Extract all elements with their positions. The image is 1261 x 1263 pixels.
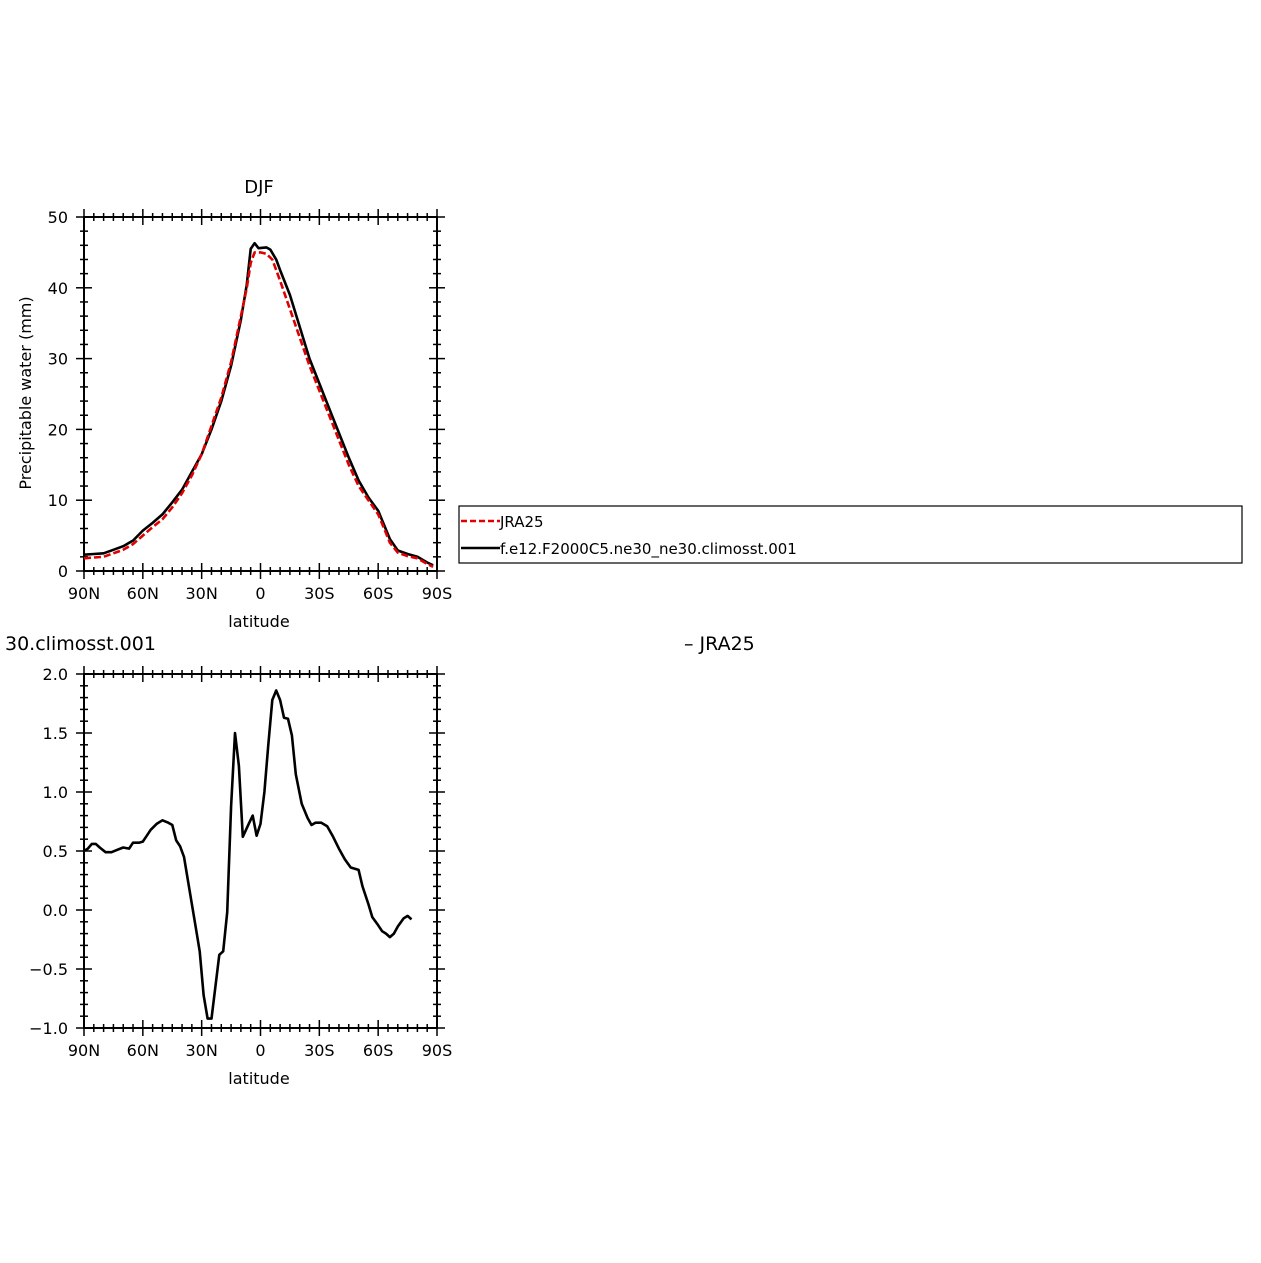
legend: JRA25 f.e12.F2000C5.ne30_ne30.climosst.0… xyxy=(458,505,1243,564)
y-tick-label: 30 xyxy=(48,350,68,369)
x-axis-label: latitude xyxy=(228,612,289,631)
y-tick-label: 10 xyxy=(48,491,68,510)
y-tick-label: 0 xyxy=(58,562,68,581)
x-axis-label: latitude xyxy=(228,1069,289,1088)
y-tick-label: 0.5 xyxy=(43,842,68,861)
x-tick-label: 60N xyxy=(127,1041,159,1060)
y-axis-label-clipped: Precipitable water (mm) xyxy=(0,754,16,947)
legend-label-model: f.e12.F2000C5.ne30_ne30.climosst.001 xyxy=(500,540,797,559)
panel-precipitable-water-djf: DJF 90N 60N 30N 0 30S 60S 90S 0 10 20 30 40 50 latit… xyxy=(16,177,452,631)
x-tick-label: 30N xyxy=(186,1041,218,1060)
x-tick-label: 30S xyxy=(304,584,335,603)
y-tick-label: −1.0 xyxy=(29,1019,68,1038)
chart-title-fragment-left: 30.climosst.001 xyxy=(5,633,156,655)
x-tick-label: 90N xyxy=(68,1041,100,1060)
x-tick-label: 60S xyxy=(363,1041,394,1060)
panel-difference: 30.climosst.001 – JRA25 90N 60N 30N 0 30S 60S… xyxy=(0,633,755,1088)
x-tick-label: 0 xyxy=(255,1041,265,1060)
y-tick-label: 1.0 xyxy=(43,783,68,802)
legend-box xyxy=(458,505,1243,564)
x-tick-label: 90N xyxy=(68,584,100,603)
y-tick-label: 0.0 xyxy=(43,901,68,920)
x-tick-label: 60N xyxy=(127,584,159,603)
y-tick-label: −0.5 xyxy=(29,960,68,979)
plot-frame xyxy=(83,673,438,1029)
y-axis-label: Precipitable water (mm) xyxy=(16,296,35,489)
y-tick-label: 50 xyxy=(48,208,68,227)
x-tick-label: 0 xyxy=(255,584,265,603)
chart-title-fragment-right: – JRA25 xyxy=(684,633,755,655)
y-tick-label: 1.5 xyxy=(43,724,68,743)
series-line-1 xyxy=(83,251,434,568)
x-tick-label: 90S xyxy=(422,584,453,603)
legend-label-jra25: JRA25 xyxy=(499,513,544,531)
series-line-0 xyxy=(83,241,434,567)
x-tick-label: 90S xyxy=(422,1041,453,1060)
y-tick-label: 20 xyxy=(48,420,68,439)
x-tick-label: 30N xyxy=(186,584,218,603)
x-tick-label: 60S xyxy=(363,584,394,603)
plot-frame xyxy=(83,216,438,572)
chart-title: DJF xyxy=(244,177,274,198)
plot-area-bottom: 90N 60N 30N 0 30S 60S 90S −1.0 −0.5 0.0 0.5 1.0 1.5 2… xyxy=(29,665,452,1060)
series-line-0 xyxy=(83,689,413,1020)
plot-area-top: 90N 60N 30N 0 30S 60S 90S 0 10 20 30 40 50 xyxy=(48,208,453,603)
x-tick-label: 30S xyxy=(304,1041,335,1060)
y-tick-label: 40 xyxy=(48,279,68,298)
y-axis-label: Precipitable water (mm) xyxy=(0,754,16,947)
y-tick-label: 2.0 xyxy=(43,665,68,684)
